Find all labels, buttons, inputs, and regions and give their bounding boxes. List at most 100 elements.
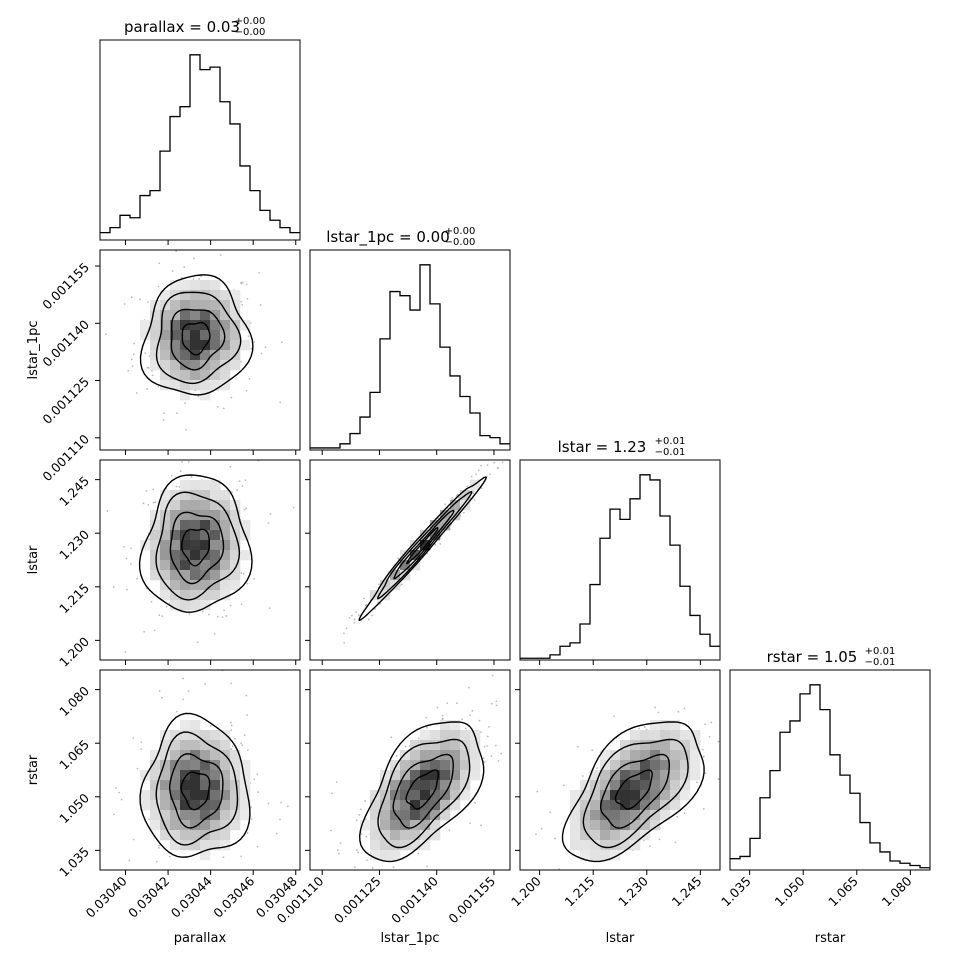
sample-point xyxy=(177,707,179,709)
density-bin xyxy=(440,810,451,821)
sample-point xyxy=(704,723,706,726)
density-bin xyxy=(210,730,221,741)
density-bin xyxy=(200,850,211,861)
contour-level-4 xyxy=(358,476,488,622)
sample-point xyxy=(286,805,289,808)
density-bin xyxy=(160,530,171,541)
sample-point xyxy=(496,467,499,470)
density-bin xyxy=(150,340,161,351)
density-bin xyxy=(210,310,221,321)
sample-point xyxy=(522,734,524,736)
sample-point xyxy=(240,603,243,606)
sample-point xyxy=(448,829,451,832)
density-bin xyxy=(180,800,191,811)
sample-point xyxy=(229,465,232,468)
sample-point xyxy=(241,485,244,488)
sample-point xyxy=(105,333,107,335)
density-bin xyxy=(170,340,181,351)
panel-content xyxy=(343,461,504,644)
density-bin xyxy=(670,730,681,741)
density-bin xyxy=(200,810,211,821)
density-bin xyxy=(390,580,401,591)
density-bin xyxy=(420,820,431,831)
density-bin xyxy=(450,740,461,751)
density-bin xyxy=(150,570,161,581)
density-bin xyxy=(210,490,221,501)
density-bin xyxy=(620,780,631,791)
sample-point xyxy=(477,469,480,472)
sample-point xyxy=(243,508,246,511)
density-bin xyxy=(590,770,601,781)
sample-point xyxy=(364,874,366,876)
density-bin xyxy=(150,350,161,361)
sample-point xyxy=(153,629,156,632)
sample-point xyxy=(553,890,555,892)
density-bin xyxy=(210,750,221,761)
density-bin xyxy=(160,360,171,371)
sample-point xyxy=(562,784,565,787)
sample-point xyxy=(480,731,482,734)
sample-point xyxy=(495,700,498,703)
sample-point xyxy=(591,916,593,918)
density-bin xyxy=(200,490,211,501)
density-bin xyxy=(180,820,191,831)
density-bin xyxy=(210,340,221,351)
density-bin xyxy=(410,740,421,751)
density-bin xyxy=(190,800,201,811)
x-tick-label: 1.230 xyxy=(615,873,651,909)
density-bin xyxy=(160,490,171,501)
y-tick-label: 1.215 xyxy=(56,580,92,616)
panel-lstar-vs-lstar_1pc xyxy=(305,459,511,665)
density-bin xyxy=(620,800,631,811)
sample-point xyxy=(638,727,640,730)
panel-frame xyxy=(99,669,301,871)
density-bin xyxy=(630,740,641,751)
density-bin xyxy=(200,500,211,511)
density-bin xyxy=(180,370,191,381)
density-bin xyxy=(450,720,461,731)
density-bin xyxy=(220,320,231,331)
x-tick-label: 0.001155 xyxy=(445,873,498,926)
panel-title-rstar: rstar = 1.05 +0.01−0.01 xyxy=(767,646,896,668)
contour-level-1 xyxy=(405,526,439,565)
sample-point xyxy=(140,741,143,743)
density-bin xyxy=(570,840,581,851)
density-bin xyxy=(200,600,211,611)
density-bin xyxy=(600,750,611,761)
density-bin xyxy=(410,780,421,791)
panel-content xyxy=(520,474,720,659)
histogram-step-lstar_1pc xyxy=(310,264,510,449)
density-bin xyxy=(420,830,431,841)
sample-point xyxy=(183,266,186,269)
density-bin xyxy=(160,320,171,331)
sample-point xyxy=(253,778,256,781)
sample-point xyxy=(211,872,213,874)
panel-content xyxy=(105,250,283,431)
sample-point xyxy=(493,461,496,464)
sample-point xyxy=(475,473,478,476)
sample-point xyxy=(241,282,244,284)
density-bin xyxy=(200,760,211,771)
density-bin xyxy=(150,520,161,531)
density-bin xyxy=(180,780,191,791)
density-bin xyxy=(200,530,211,541)
density-bin xyxy=(370,830,381,841)
density-bin xyxy=(630,830,641,841)
density-bin xyxy=(170,370,181,381)
density-bin xyxy=(180,740,191,751)
density-bin xyxy=(440,770,451,781)
density-bin xyxy=(150,770,161,781)
sample-point xyxy=(417,852,420,855)
contour-level-3 xyxy=(155,731,239,846)
contour-level-3 xyxy=(155,291,242,385)
density-bin xyxy=(150,780,161,791)
sample-point xyxy=(187,878,189,880)
density-bin xyxy=(400,800,411,811)
density-bin xyxy=(210,790,221,801)
density-bin xyxy=(210,480,221,491)
sample-point xyxy=(466,485,469,488)
sample-point xyxy=(140,748,143,751)
density-bin xyxy=(600,810,611,821)
panel-lstar_1pc-vs-lstar_1pc: lstar_1pc = 0.00+0.00−0.00 xyxy=(309,226,511,455)
contour-level-2 xyxy=(392,753,454,829)
